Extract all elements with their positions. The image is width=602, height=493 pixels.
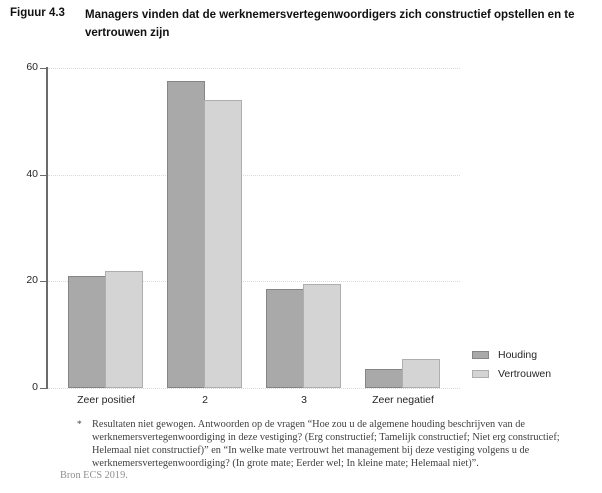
bar-houding-3 <box>365 369 403 388</box>
bar-vertrouwen-1 <box>204 100 242 388</box>
gridline-60 <box>48 68 460 69</box>
bar-houding-0 <box>68 276 106 388</box>
bar-group-0 <box>68 68 143 388</box>
footnote: * Resultaten niet gewogen. Antwoorden op… <box>77 418 583 470</box>
x-axis-label-3: Zeer negatief <box>372 394 434 406</box>
bar-houding-2 <box>266 289 304 388</box>
figure-label: Figuur 4.3 <box>10 7 65 19</box>
footnote-text: Resultaten niet gewogen. Antwoorden op d… <box>92 419 560 469</box>
legend: Houding Vertrouwen <box>472 349 552 388</box>
gridline-40 <box>48 174 460 176</box>
y-axis-label-0: 0 <box>32 381 38 393</box>
legend-item-vertrouwen: Vertrouwen <box>472 368 552 380</box>
gridline-0 <box>48 388 460 389</box>
y-tick-40 <box>40 174 46 176</box>
y-axis-label-40: 40 <box>26 167 38 180</box>
bar-vertrouwen-2 <box>303 284 341 388</box>
legend-label-houding: Houding <box>498 349 538 361</box>
bar-group-3 <box>365 68 440 388</box>
x-axis-label-2: 3 <box>301 394 307 406</box>
y-axis-label-60: 60 <box>26 61 38 73</box>
bar-houding-1 <box>167 81 205 388</box>
y-axis-line <box>46 67 48 389</box>
x-axis-label-1: 2 <box>202 394 208 406</box>
x-axis-label-0: Zeer positief <box>77 394 135 406</box>
y-tick-0 <box>40 388 46 389</box>
footnote-marker: * <box>77 420 82 430</box>
legend-swatch-houding <box>472 351 489 359</box>
bar-vertrouwen-3 <box>402 359 440 388</box>
figure-title: Managers vinden dat de werknemersvertege… <box>85 7 575 42</box>
y-axis-label-20: 20 <box>26 274 38 287</box>
bar-group-1 <box>167 68 242 388</box>
source-note: Bron ECS 2019. <box>60 470 128 481</box>
y-tick-20 <box>40 281 46 283</box>
bar-vertrouwen-0 <box>105 271 143 388</box>
figure-title-line1: Managers vinden dat de werknemersvertege… <box>85 9 575 21</box>
legend-swatch-vertrouwen <box>472 370 489 378</box>
y-tick-60 <box>40 68 46 69</box>
legend-item-houding: Houding <box>472 349 551 361</box>
figure-title-line2: vertrouwen zijn <box>85 26 170 39</box>
legend-label-vertrouwen: Vertrouwen <box>498 368 552 380</box>
bar-group-2 <box>266 68 341 388</box>
bar-chart: 0 20 40 60 Zeer positief 2 3 Zeer negatief Hou… <box>26 61 552 406</box>
gridline-20 <box>48 281 460 283</box>
